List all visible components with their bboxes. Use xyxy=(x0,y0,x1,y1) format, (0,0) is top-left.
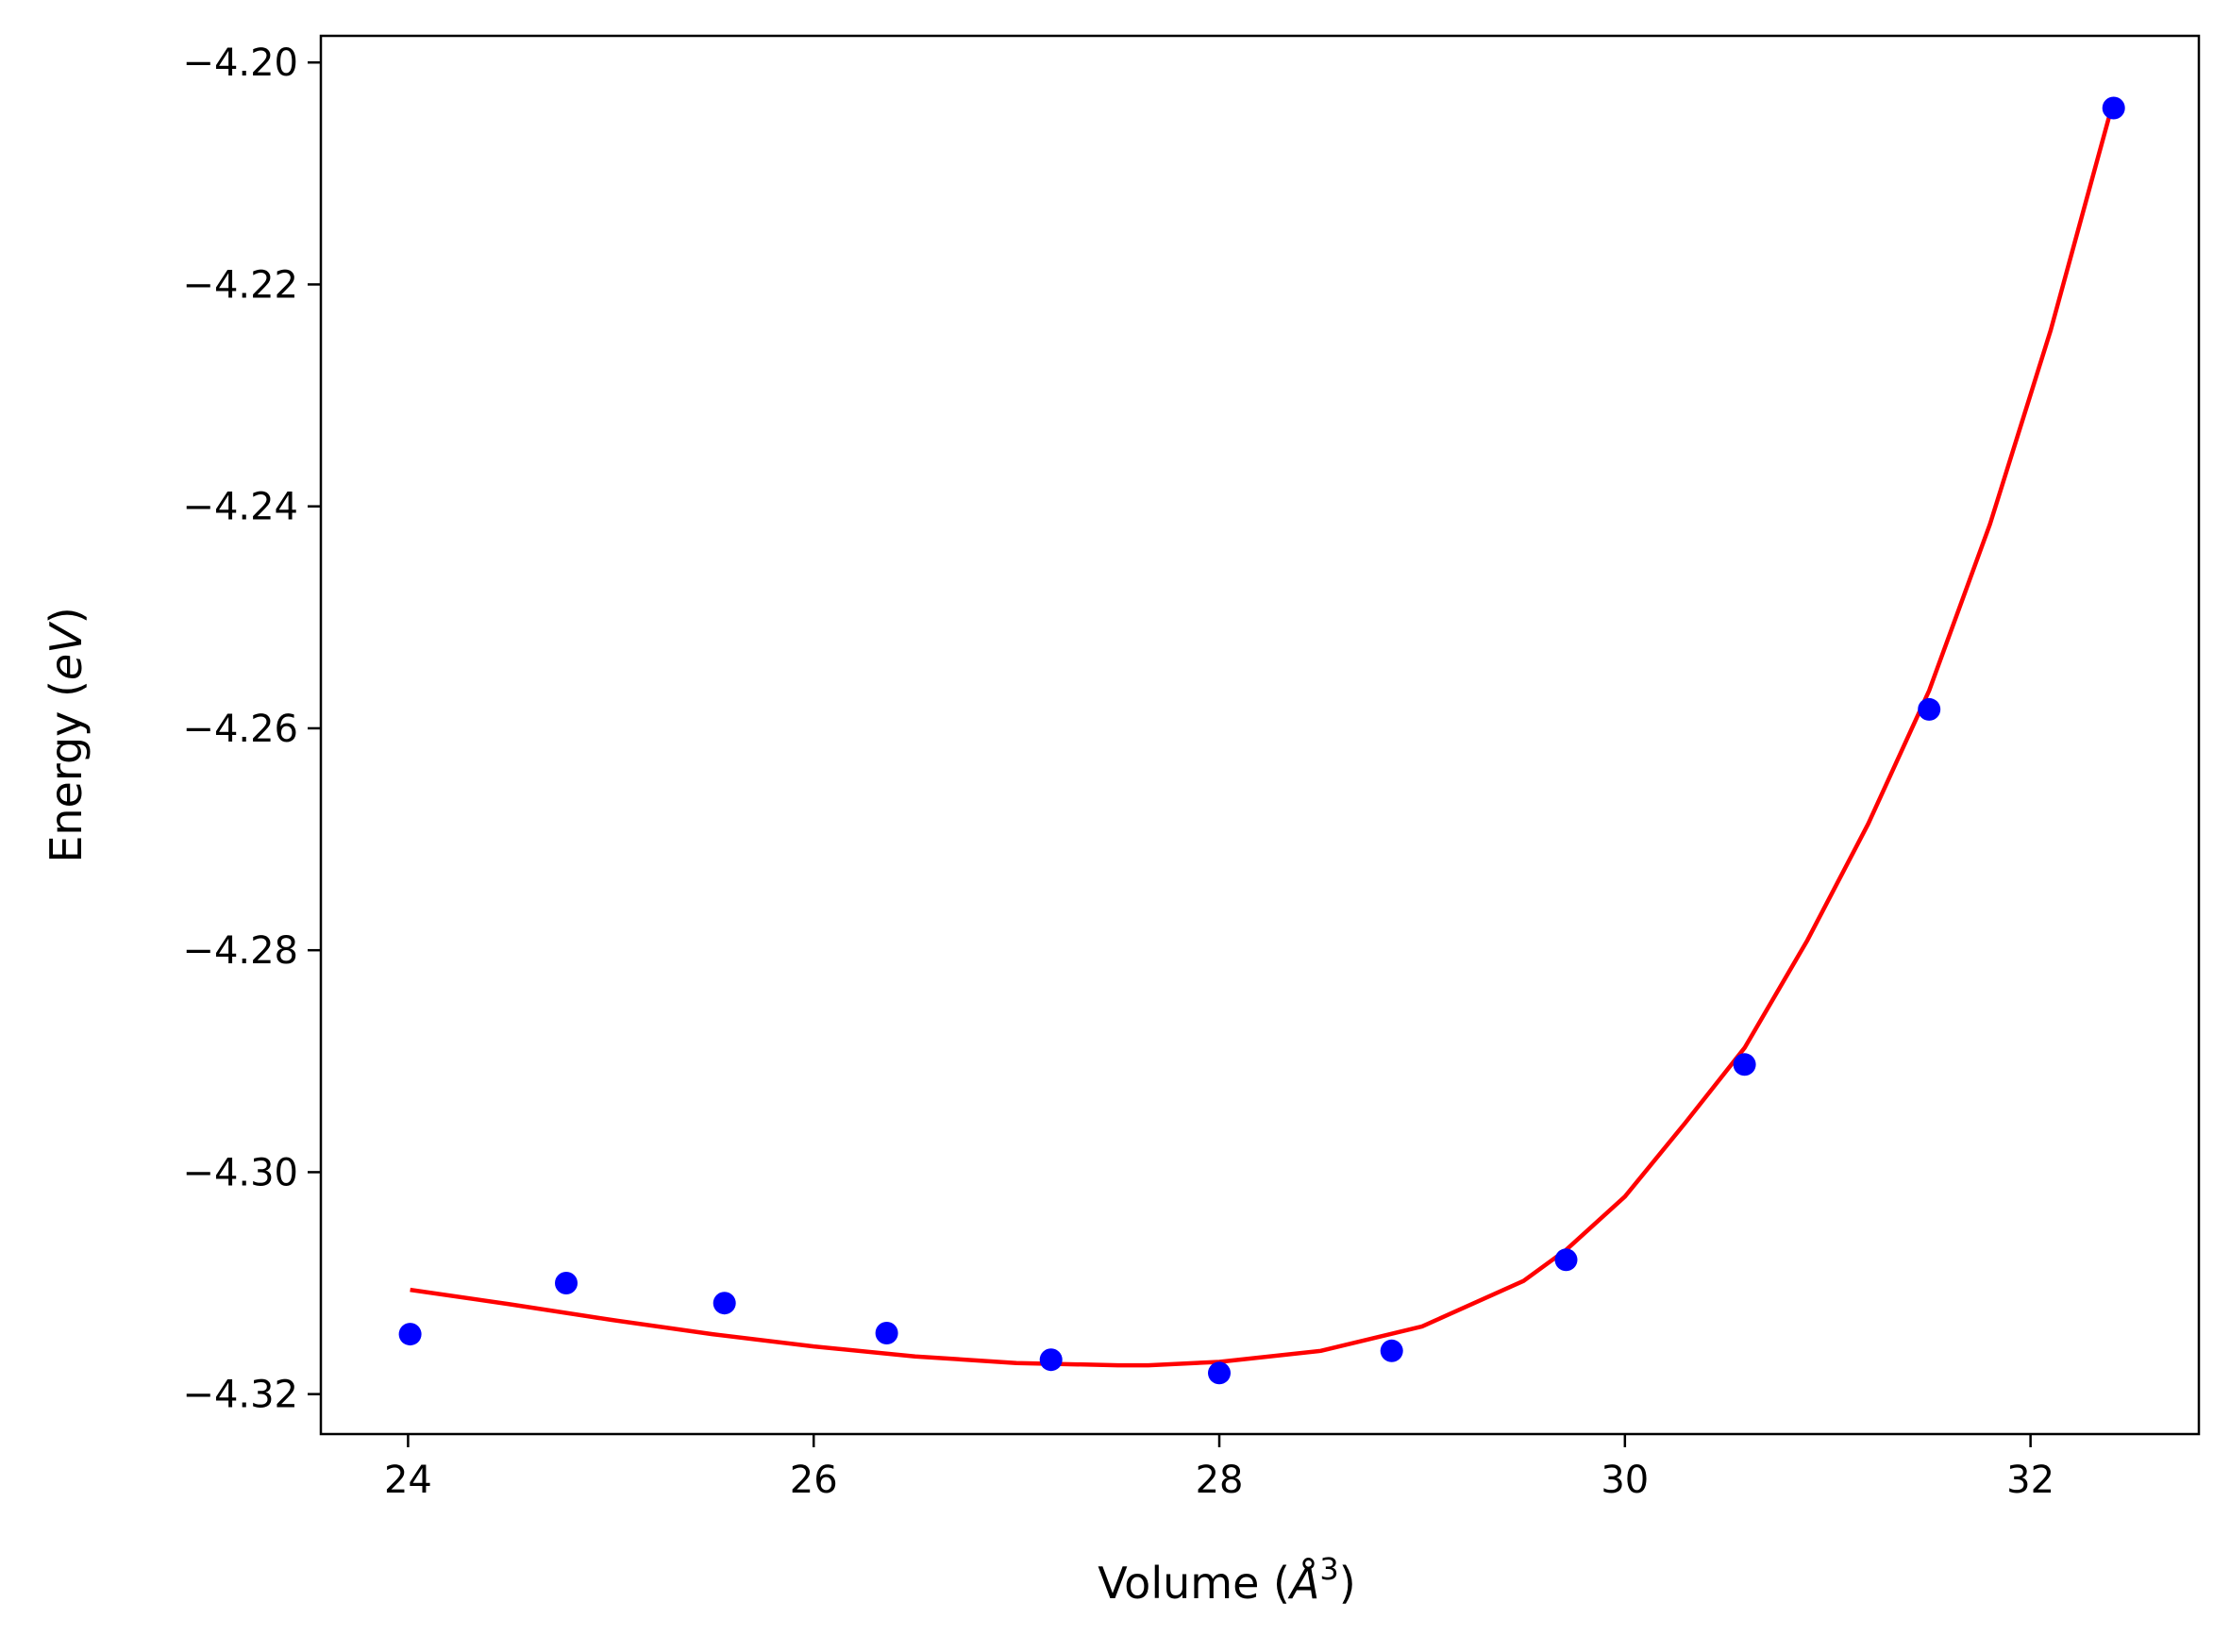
y-tick-label: −4.26 xyxy=(182,708,298,751)
data-point xyxy=(875,1322,898,1344)
x-axis-label-superscript: 3 xyxy=(1319,1551,1338,1587)
data-point xyxy=(398,1323,422,1346)
x-tick-label: 30 xyxy=(1601,1459,1649,1502)
y-axis-label: Energy (eV) xyxy=(41,607,92,862)
y-tick-label: −4.30 xyxy=(182,1151,298,1194)
y-axis-label-symbol: eV xyxy=(41,621,92,680)
y-tick-label: −4.32 xyxy=(182,1374,298,1417)
x-axis-label-text: Volume ( xyxy=(1098,1558,1290,1609)
plot-content xyxy=(398,96,2125,1385)
x-axis-label-end: ) xyxy=(1339,1558,1356,1609)
y-axis-label-end: ) xyxy=(41,607,92,624)
data-point xyxy=(1208,1361,1231,1385)
y-tick-label: −4.28 xyxy=(182,929,298,973)
data-point xyxy=(713,1292,736,1315)
x-tick-label: 28 xyxy=(1196,1459,1244,1502)
x-axis-label-symbol: Å xyxy=(1287,1558,1319,1609)
y-axis-label-text: Energy ( xyxy=(41,680,92,863)
x-tick-label: 24 xyxy=(384,1459,432,1502)
data-point xyxy=(555,1272,578,1294)
x-axis-ticks: 24 26 28 30 32 xyxy=(384,1434,2054,1502)
x-axis-label: Volume (Å3) xyxy=(1098,1551,1355,1609)
x-tick-label: 32 xyxy=(2006,1459,2054,1502)
y-tick-label: −4.22 xyxy=(182,263,298,307)
y-axis-ticks: −4.32 −4.30 −4.28 −4.26 −4.24 −4.22 −4.20 xyxy=(182,42,321,1417)
x-tick-label: 26 xyxy=(790,1459,838,1502)
data-point xyxy=(1039,1348,1063,1372)
fit-curve xyxy=(410,99,2116,1368)
y-tick-label: −4.20 xyxy=(182,42,298,85)
data-point xyxy=(1733,1053,1756,1076)
data-point xyxy=(1554,1248,1578,1272)
data-point xyxy=(1918,697,1941,721)
plot-frame xyxy=(319,34,2201,1436)
y-tick-label: −4.24 xyxy=(182,486,298,529)
data-point xyxy=(1380,1339,1403,1362)
data-point xyxy=(2102,96,2125,120)
